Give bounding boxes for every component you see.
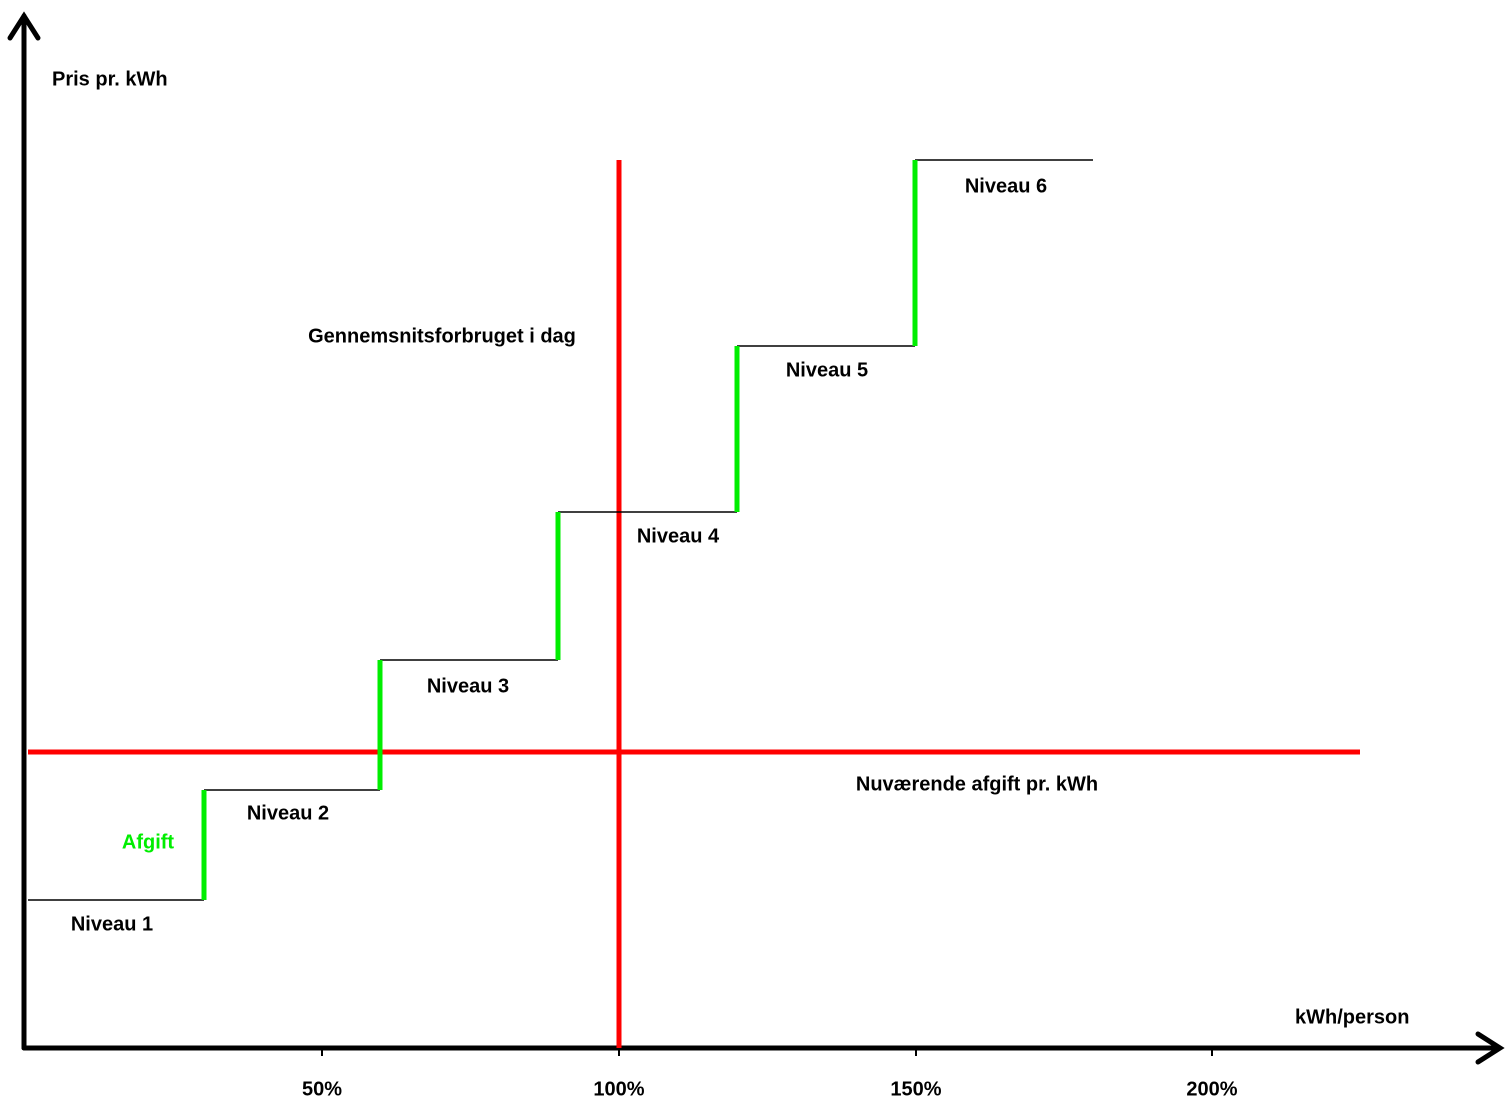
current-tax-label: Nuværende afgift pr. kWh bbox=[856, 773, 1098, 795]
axes bbox=[7, 11, 1505, 1065]
level-label: Niveau 6 bbox=[965, 175, 1047, 197]
average-label: Gennemsnitsforbruget i dag bbox=[308, 325, 576, 347]
level-label: Niveau 1 bbox=[71, 913, 153, 935]
level-label: Niveau 4 bbox=[637, 525, 720, 547]
level-label: Niveau 2 bbox=[247, 802, 329, 824]
x-ticks bbox=[321, 1048, 1213, 1056]
y-axis-arrow bbox=[7, 11, 41, 41]
x-axis-arrow bbox=[1475, 1031, 1505, 1065]
x-tick-label: 100% bbox=[593, 1078, 644, 1100]
x-axis-label: kWh/person bbox=[1295, 1006, 1409, 1028]
tax-label: Afgift bbox=[122, 831, 175, 853]
y-axis-label: Pris pr. kWh bbox=[52, 68, 168, 90]
x-tick-label: 200% bbox=[1186, 1078, 1237, 1100]
levels bbox=[28, 159, 1093, 901]
x-tick-label: 150% bbox=[890, 1078, 941, 1100]
tax-steps bbox=[201, 160, 918, 900]
x-tick-label: 50% bbox=[302, 1078, 342, 1100]
level-label: Niveau 5 bbox=[786, 359, 868, 381]
level-label: Niveau 3 bbox=[427, 675, 509, 697]
